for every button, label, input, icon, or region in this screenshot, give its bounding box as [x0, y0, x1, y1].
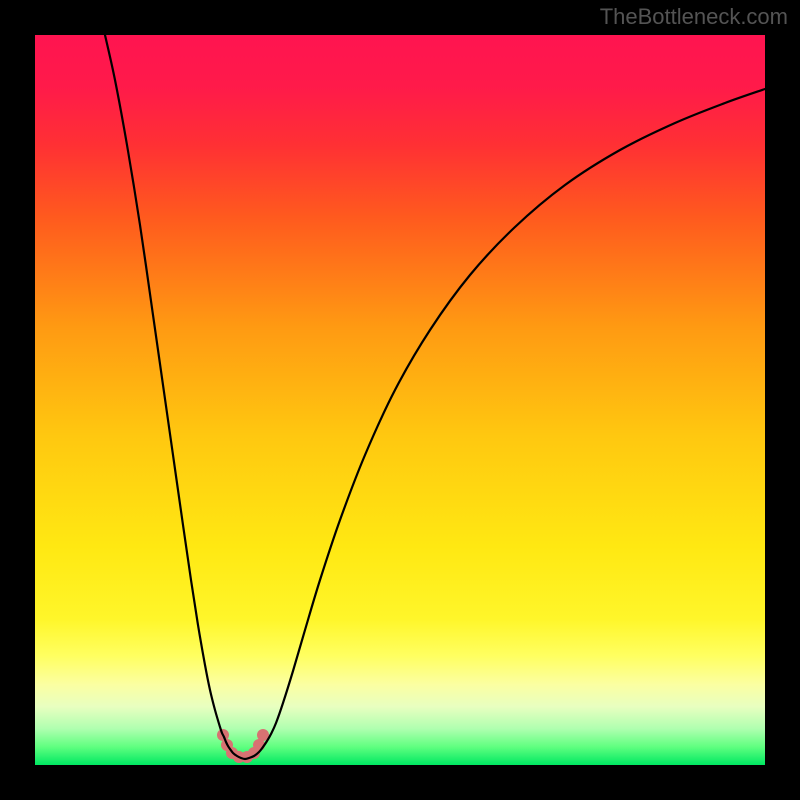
plot-area [35, 35, 765, 765]
watermark-text: TheBottleneck.com [600, 4, 788, 30]
chart-frame: TheBottleneck.com [0, 0, 800, 800]
gradient-background [35, 35, 765, 765]
bottleneck-curve-chart [35, 35, 765, 765]
